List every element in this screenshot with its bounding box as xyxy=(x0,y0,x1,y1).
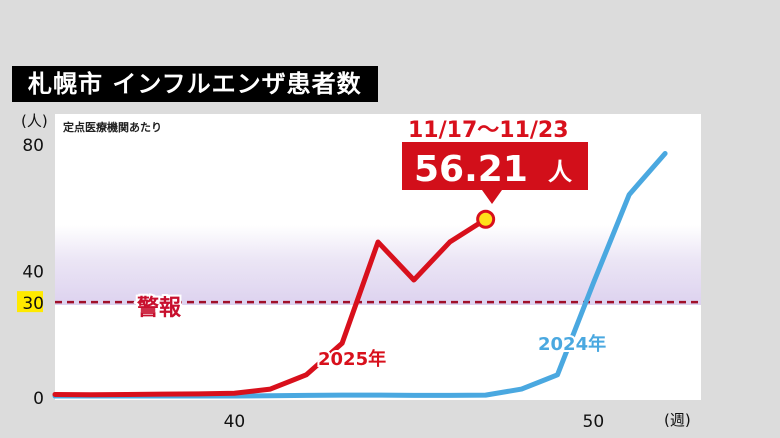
x-tick-label: 50 xyxy=(583,412,605,432)
callout-box xyxy=(402,142,588,204)
y-ticks: 0 30 40 80 xyxy=(17,136,44,409)
chart-note: 定点医療機関あたり xyxy=(63,120,162,134)
y-tick-label: 40 xyxy=(22,263,44,283)
series-line-2025 xyxy=(52,216,489,398)
callout-value: 56.21 xyxy=(414,149,528,190)
callout: 11/17〜11/23 56.21 人 xyxy=(402,116,588,229)
chart-title: 札幌市 インフルエンザ患者数 xyxy=(12,66,378,102)
y-tick-label: 0 xyxy=(33,389,44,409)
callout-marker xyxy=(476,209,496,229)
x-ticks: 40 50 xyxy=(224,412,605,432)
callout-date: 11/17〜11/23 xyxy=(408,118,569,143)
x-tick-label: 40 xyxy=(224,412,246,432)
callout-unit: 人 xyxy=(548,158,572,186)
series-label-2025: 2025年 xyxy=(318,348,386,370)
warning-band xyxy=(55,225,701,305)
series-label-2024: 2024年 xyxy=(538,333,606,355)
y-tick-label: 30 xyxy=(22,294,44,314)
x-axis-label: (週) xyxy=(664,411,691,429)
y-tick-highlight xyxy=(17,291,43,313)
warning-label: 警報 xyxy=(136,295,182,321)
y-axis-label: (人) xyxy=(21,112,48,130)
y-tick-label: 80 xyxy=(22,136,44,156)
